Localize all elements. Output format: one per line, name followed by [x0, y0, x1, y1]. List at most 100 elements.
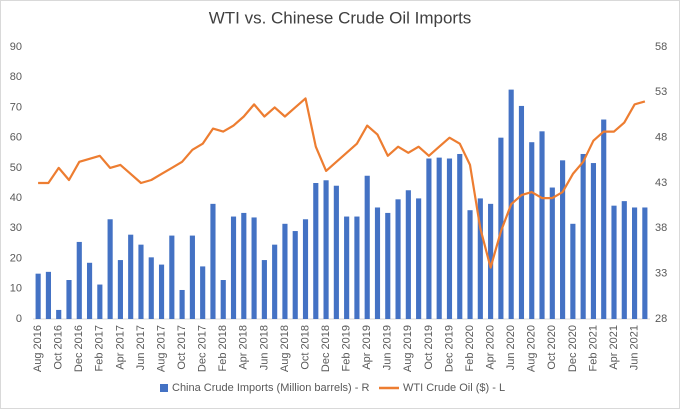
bar	[488, 203, 494, 319]
bar	[446, 158, 453, 319]
y2-tick-label: 43	[655, 177, 667, 189]
bar	[189, 235, 195, 319]
legend-swatch	[160, 384, 168, 392]
bar	[529, 142, 535, 319]
x-tick-label: Dec 2020	[567, 325, 579, 372]
x-tick-label: Jun 2021	[628, 325, 640, 370]
x-tick-label: Jun 2018	[258, 325, 270, 370]
y2-tick-label: 38	[655, 222, 667, 234]
bar	[76, 241, 82, 319]
bar	[539, 131, 545, 319]
bar	[179, 289, 185, 319]
bar	[632, 207, 638, 319]
bar	[549, 187, 555, 319]
x-tick-label: Apr 2017	[114, 325, 126, 370]
y-tick-label: 20	[10, 252, 22, 264]
bar	[333, 185, 339, 319]
bar	[117, 260, 123, 319]
x-tick-label: Oct 2018	[299, 325, 311, 370]
bar	[457, 153, 463, 319]
legend-label: China Crude Imports (Million barrels) - …	[172, 382, 369, 394]
bar	[560, 160, 566, 319]
line	[38, 97, 646, 269]
bar	[230, 216, 237, 319]
y-tick-label: 50	[10, 162, 22, 174]
x-tick-label: Feb 2017	[94, 325, 106, 371]
x-tick-label: Oct 2020	[546, 325, 558, 370]
bar	[395, 199, 401, 319]
bar	[66, 280, 72, 319]
legend-label: WTI Crude Oil ($) - L	[403, 382, 505, 394]
bar	[621, 201, 627, 319]
bar	[364, 175, 370, 319]
x-tick-label: Jun 2020	[505, 325, 517, 370]
x-tick-label: Aug 2018	[279, 325, 291, 372]
bar	[580, 153, 586, 319]
x-tick-label: Feb 2019	[341, 325, 353, 371]
x-tick-label: Dec 2016	[73, 325, 85, 372]
x-tick-label: Feb 2018	[217, 325, 229, 371]
x-tick-label: Apr 2021	[608, 325, 620, 370]
bar	[590, 163, 597, 319]
x-tick-label: Dec 2017	[197, 325, 209, 372]
bar	[241, 212, 247, 319]
bar	[200, 266, 206, 319]
bar	[436, 157, 442, 319]
x-tick-label: Jun 2017	[135, 325, 147, 370]
bar	[148, 257, 154, 319]
x-tick-label: Aug 2017	[155, 325, 167, 372]
bar	[158, 264, 165, 319]
x-tick-label: Oct 2019	[423, 325, 435, 370]
y-tick-label: 10	[10, 283, 22, 295]
bar	[354, 216, 360, 319]
y-tick-label: 80	[10, 71, 22, 83]
bar	[97, 284, 103, 319]
x-tick-label: Aug 2016	[32, 325, 44, 372]
bar	[220, 280, 226, 319]
y-tick-label: 60	[10, 132, 22, 144]
bar	[385, 212, 391, 319]
bar	[86, 262, 93, 319]
bar	[107, 219, 113, 319]
bar	[313, 183, 319, 319]
x-tick-label: Dec 2019	[443, 325, 455, 372]
bar	[45, 271, 51, 319]
y2-tick-label: 33	[655, 268, 667, 280]
bar	[302, 219, 309, 319]
bar	[169, 235, 175, 319]
bar	[477, 198, 483, 319]
bar	[416, 198, 422, 319]
bar	[405, 190, 411, 319]
bar	[323, 180, 329, 319]
bar	[374, 207, 381, 319]
x-tick-label: Apr 2018	[238, 325, 250, 370]
y-tick-label: 90	[10, 41, 22, 53]
bar	[251, 217, 257, 319]
bar	[642, 207, 648, 319]
bar	[261, 260, 267, 319]
bar	[344, 216, 350, 319]
bar	[570, 223, 576, 319]
y2-tick-label: 58	[655, 41, 667, 53]
y-tick-label: 70	[10, 101, 22, 113]
bar	[426, 158, 432, 319]
y2-tick-label: 28	[655, 313, 667, 325]
bar	[56, 309, 62, 319]
bar	[467, 210, 473, 319]
bar	[601, 119, 607, 320]
x-tick-label: Feb 2021	[587, 325, 599, 371]
x-tick-label: Aug 2020	[526, 325, 538, 372]
x-tick-label: Oct 2017	[176, 325, 188, 370]
x-tick-label: Apr 2020	[485, 325, 497, 370]
y-tick-label: 0	[16, 313, 22, 325]
x-tick-label: Dec 2018	[320, 325, 332, 372]
x-tick-label: Apr 2019	[361, 325, 373, 370]
chart-title: WTI vs. Chinese Crude Oil Imports	[209, 8, 472, 27]
x-tick-label: Aug 2019	[402, 325, 414, 372]
bar	[292, 231, 298, 319]
bar	[210, 203, 216, 319]
y2-tick-label: 48	[655, 132, 667, 144]
bar	[272, 244, 278, 319]
x-tick-label: Oct 2016	[53, 325, 65, 370]
